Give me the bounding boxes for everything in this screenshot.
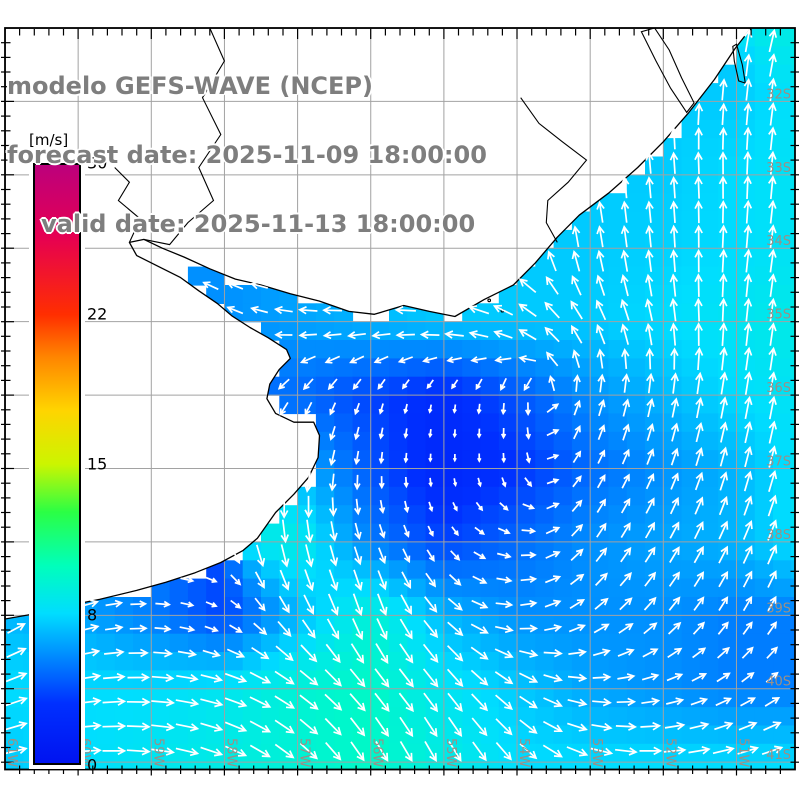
lon-label: 61W (4, 738, 19, 768)
direction-arrows (5, 28, 784, 762)
colorbar-tick-label: 22 (87, 304, 108, 323)
lon-label: 54W (516, 738, 531, 768)
lon-label: 58W (223, 738, 238, 768)
lon-label: 59W (150, 738, 165, 768)
coastline-layer (5, 28, 752, 620)
river (143, 28, 226, 246)
lagoon (732, 43, 746, 84)
river (114, 167, 141, 243)
lat-label: 35S (766, 308, 791, 323)
colorbar-tick-label: 8 (87, 605, 98, 624)
lon-label: 53W (589, 738, 604, 768)
lat-label: 33S (766, 161, 791, 176)
land-area (5, 28, 752, 619)
coastline (5, 28, 752, 620)
lon-label: 55W (443, 738, 458, 768)
lon-label: 56W (370, 738, 385, 768)
island (487, 298, 492, 303)
map-title-block: modelo GEFS-WAVE (NCEP) forecast date: 2… (7, 29, 487, 282)
lon-label: 52W (662, 738, 677, 768)
colorbar-tick-label: 30 (87, 153, 108, 173)
lat-label: 41S (766, 748, 791, 763)
colorbar-tick-label: 15 (87, 454, 108, 474)
lat-label: 38S (766, 528, 791, 543)
colorbar-tick-label: 0 (87, 755, 98, 775)
lat-label: 40S (766, 675, 791, 690)
model-title: modelo GEFS-WAVE (NCEP) (7, 72, 373, 100)
lat-label: 39S (766, 601, 791, 616)
colorbar-gradient (33, 163, 81, 765)
river (520, 97, 588, 243)
lat-label: 34S (766, 234, 791, 249)
valid-date: valid date: 2025-11-13 18:00:00 (41, 210, 476, 238)
lon-label: 57W (297, 738, 312, 768)
sea-speed-cells (5, 28, 795, 770)
colorbar-unit-label: [m/s] (27, 131, 71, 149)
forecast-date: forecast date: 2025-11-09 18:00:00 (7, 141, 487, 169)
map-border (1, 27, 799, 776)
lat-label: 37S (766, 455, 791, 470)
lagoon (640, 28, 695, 114)
lat-label: 36S (766, 381, 791, 396)
lon-label: 51W (736, 738, 751, 768)
lat-label: 32S (766, 87, 791, 102)
